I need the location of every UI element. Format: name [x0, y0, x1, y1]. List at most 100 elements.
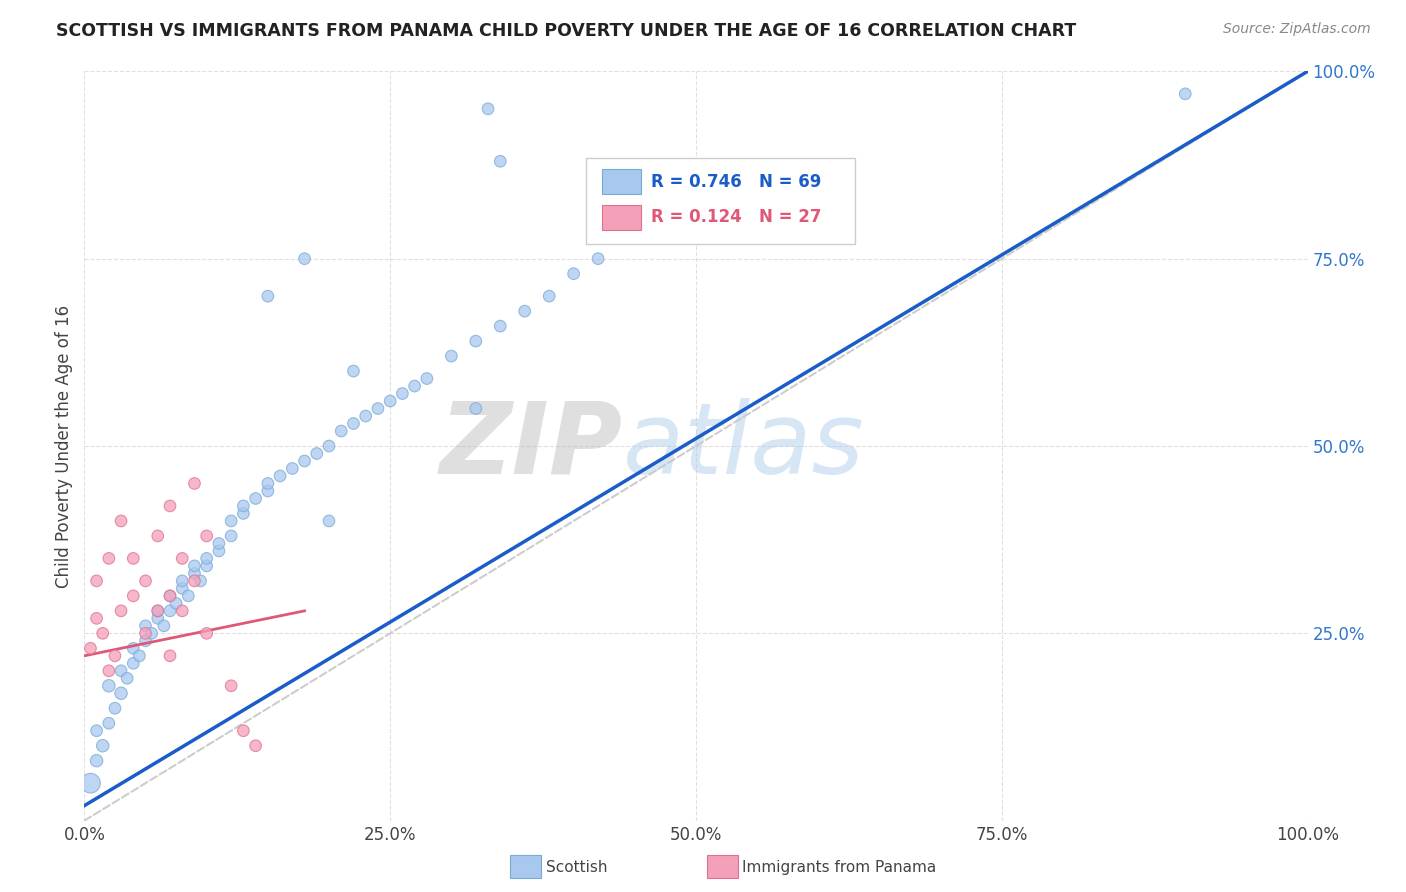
- Point: [153, 619, 176, 633]
- Point: [115, 671, 138, 685]
- Text: ZIP: ZIP: [440, 398, 623, 494]
- Point: [146, 529, 169, 543]
- Point: [159, 648, 181, 663]
- Point: [183, 574, 205, 588]
- Point: [159, 499, 181, 513]
- Point: [281, 461, 304, 475]
- Point: [122, 551, 145, 566]
- Text: atlas: atlas: [623, 398, 865, 494]
- Point: [219, 514, 242, 528]
- Point: [141, 626, 163, 640]
- Point: [342, 364, 364, 378]
- Point: [183, 558, 205, 573]
- Point: [146, 611, 169, 625]
- Point: [122, 657, 145, 671]
- Point: [416, 371, 439, 385]
- Point: [489, 154, 512, 169]
- Point: [172, 574, 194, 588]
- FancyBboxPatch shape: [602, 169, 641, 194]
- Point: [489, 319, 512, 334]
- Point: [177, 589, 200, 603]
- Point: [232, 507, 254, 521]
- Point: [190, 574, 212, 588]
- Point: [110, 686, 132, 700]
- Text: R = 0.124   N = 27: R = 0.124 N = 27: [651, 209, 821, 227]
- Point: [110, 514, 132, 528]
- Point: [354, 409, 377, 423]
- Point: [91, 626, 114, 640]
- Point: [97, 679, 120, 693]
- Point: [79, 641, 101, 656]
- Point: [135, 574, 157, 588]
- FancyBboxPatch shape: [602, 205, 641, 230]
- Point: [110, 664, 132, 678]
- Point: [318, 439, 340, 453]
- Point: [391, 386, 413, 401]
- FancyBboxPatch shape: [586, 158, 855, 244]
- Text: R = 0.746   N = 69: R = 0.746 N = 69: [651, 172, 821, 191]
- Point: [294, 454, 316, 468]
- Point: [464, 401, 486, 416]
- Point: [122, 641, 145, 656]
- Point: [86, 754, 108, 768]
- Point: [318, 514, 340, 528]
- Point: [464, 334, 486, 348]
- Point: [440, 349, 463, 363]
- Point: [538, 289, 561, 303]
- Point: [97, 716, 120, 731]
- Point: [104, 701, 127, 715]
- Y-axis label: Child Poverty Under the Age of 16: Child Poverty Under the Age of 16: [55, 304, 73, 588]
- Point: [135, 619, 157, 633]
- Point: [159, 589, 181, 603]
- Point: [97, 551, 120, 566]
- Point: [380, 394, 402, 409]
- Point: [128, 648, 150, 663]
- Point: [257, 476, 280, 491]
- Point: [135, 633, 157, 648]
- Point: [330, 424, 353, 438]
- Point: [146, 604, 169, 618]
- Point: [404, 379, 426, 393]
- Point: [172, 582, 194, 596]
- Point: [208, 536, 231, 550]
- Point: [1174, 87, 1197, 101]
- Point: [79, 776, 101, 790]
- Point: [195, 551, 218, 566]
- Point: [146, 604, 169, 618]
- Text: Immigrants from Panama: Immigrants from Panama: [742, 860, 936, 874]
- Point: [305, 446, 328, 460]
- Point: [122, 589, 145, 603]
- Point: [367, 401, 389, 416]
- Point: [586, 252, 609, 266]
- Point: [159, 589, 181, 603]
- Point: [86, 574, 108, 588]
- Point: [219, 529, 242, 543]
- Text: Source: ZipAtlas.com: Source: ZipAtlas.com: [1223, 22, 1371, 37]
- Point: [562, 267, 585, 281]
- Point: [104, 648, 127, 663]
- Point: [245, 491, 267, 506]
- Point: [183, 566, 205, 581]
- Point: [208, 544, 231, 558]
- Point: [86, 611, 108, 625]
- Point: [172, 604, 194, 618]
- Text: Scottish: Scottish: [546, 860, 607, 874]
- Point: [86, 723, 108, 738]
- Point: [232, 723, 254, 738]
- Point: [195, 626, 218, 640]
- Point: [269, 469, 291, 483]
- Point: [165, 596, 187, 610]
- Point: [195, 529, 218, 543]
- Point: [685, 199, 707, 213]
- Point: [110, 604, 132, 618]
- Point: [135, 626, 157, 640]
- Point: [257, 483, 280, 498]
- Point: [97, 664, 120, 678]
- Point: [159, 604, 181, 618]
- Point: [91, 739, 114, 753]
- Point: [513, 304, 536, 318]
- Point: [477, 102, 499, 116]
- Point: [624, 229, 647, 244]
- Point: [257, 289, 280, 303]
- Point: [183, 476, 205, 491]
